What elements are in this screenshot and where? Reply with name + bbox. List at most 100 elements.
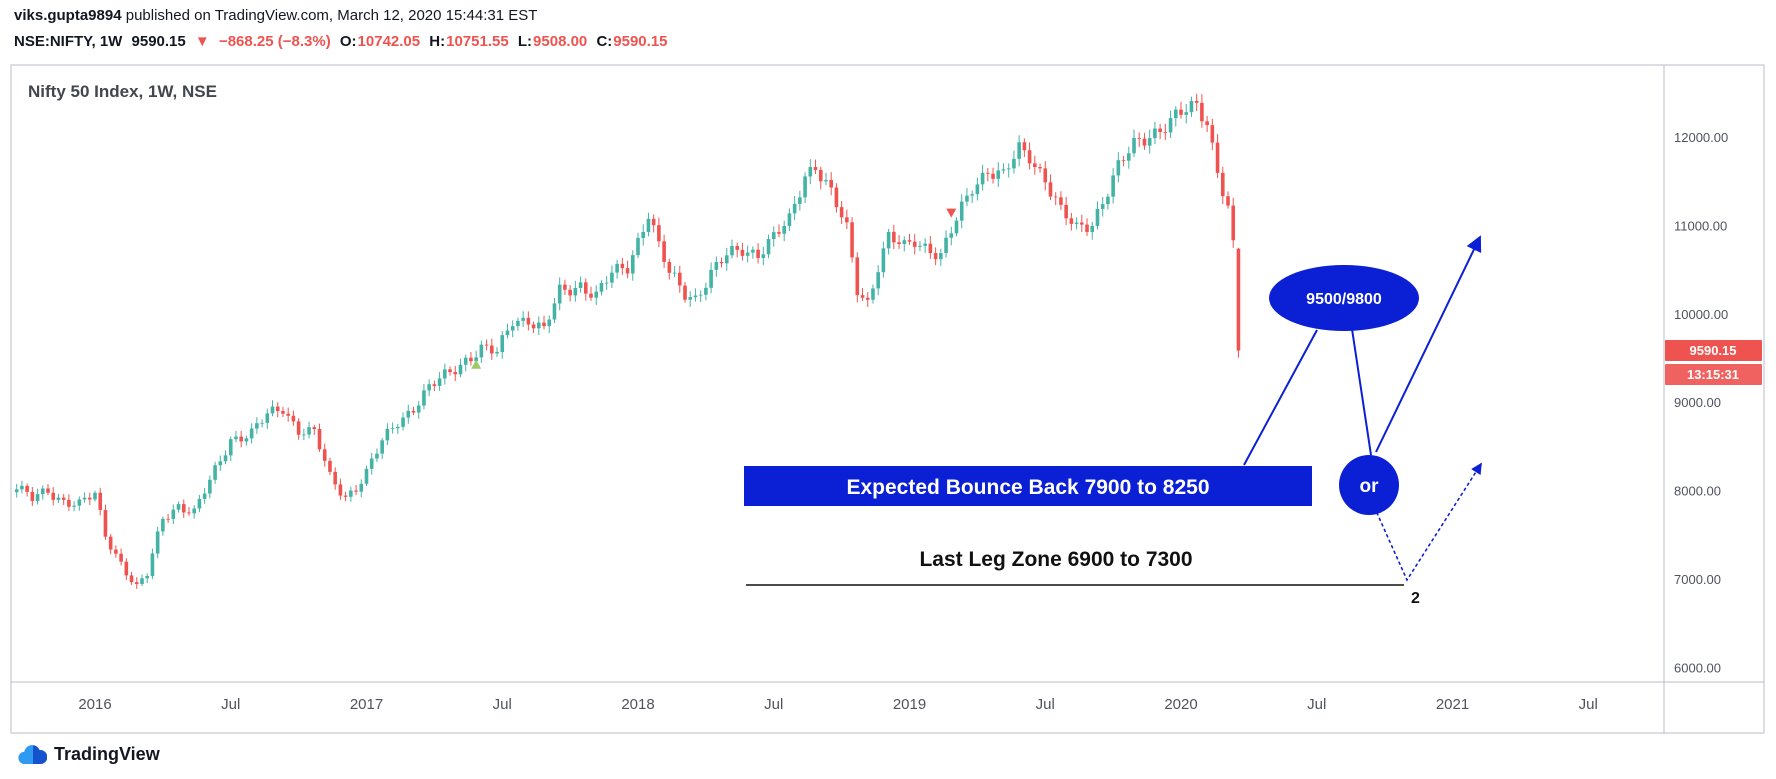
candle-body: [401, 417, 405, 427]
candle-body: [469, 357, 473, 362]
symbol-name[interactable]: NSE:NIFTY, 1W: [14, 33, 123, 50]
candle-body: [751, 249, 755, 253]
candle-body: [1168, 118, 1173, 133]
candle-body: [56, 497, 61, 500]
candle-body: [865, 297, 870, 300]
candle-body: [197, 498, 202, 509]
candle-body: [406, 410, 411, 418]
or-circle[interactable]: [1339, 455, 1399, 515]
candle-body: [698, 294, 703, 296]
candle-body: [996, 170, 1001, 179]
candle-body: [1085, 224, 1089, 232]
candle-body: [218, 461, 223, 466]
candle-body: [907, 240, 912, 242]
candle-body: [724, 255, 729, 264]
target-ellipse[interactable]: [1269, 265, 1419, 331]
alternate-projection-dotted-path[interactable]: [1376, 462, 1482, 582]
candle-body: [944, 237, 948, 254]
candle-body: [980, 172, 985, 185]
candle-body: [260, 422, 264, 424]
time-axis-labels: 2016 Jul 2017 Jul 2018 Jul 2019 Jul 2020 Jul 2021 J…: [78, 696, 1598, 713]
candle-body: [171, 509, 176, 519]
candle-body: [771, 232, 776, 239]
candle-body: [881, 248, 886, 273]
candle-body: [1163, 132, 1168, 133]
signal-markers: [471, 208, 957, 369]
last-price-badge-text: 9590.15: [1690, 343, 1737, 358]
candle-body: [265, 413, 270, 423]
publish-info: published on TradingView.com, March 12, …: [121, 7, 538, 24]
candle-body: [422, 390, 426, 406]
candle-body: [228, 439, 233, 456]
candle-body: [500, 335, 505, 353]
candle-body: [14, 489, 19, 493]
time-tick-label: 2019: [893, 696, 926, 713]
candle-body: [813, 167, 818, 170]
candle-body: [845, 217, 849, 223]
candle-body: [1012, 158, 1016, 169]
candle-body: [1210, 125, 1215, 143]
candle-body: [615, 263, 619, 273]
candle-body: [1179, 109, 1183, 115]
time-tick-label: 2016: [78, 696, 111, 713]
open-value: 10742.05: [357, 33, 421, 50]
projection-line-down-1[interactable]: [1351, 328, 1372, 456]
price-axis[interactable]: [1665, 66, 1764, 681]
price-tick-label: 11000.00: [1674, 218, 1727, 233]
candle-body: [620, 263, 625, 269]
candle-body: [1059, 197, 1063, 205]
bounce-banner[interactable]: [744, 466, 1312, 506]
price-tick-label: 6000.00: [1674, 660, 1721, 675]
candle-body: [1017, 142, 1021, 159]
candle-body: [1116, 160, 1121, 176]
candle-body: [338, 484, 343, 496]
candle-body: [495, 352, 499, 354]
time-tick-label: Jul: [1036, 696, 1055, 713]
candle-body: [1095, 208, 1100, 226]
candle-body: [928, 243, 933, 254]
candle-body: [1064, 204, 1068, 219]
candle-body: [150, 553, 155, 576]
candle-body: [1226, 196, 1230, 206]
candle-body: [521, 317, 525, 321]
candle-body: [114, 549, 118, 554]
candle-body: [20, 485, 24, 490]
candle-body: [1022, 142, 1027, 151]
candle-body: [448, 369, 452, 373]
candle-body: [808, 167, 813, 177]
candle-body: [761, 254, 766, 258]
high-label: H:: [429, 33, 446, 50]
candle-body: [270, 406, 275, 414]
publish-byline: viks.gupta9894 published on TradingView.…: [14, 7, 537, 24]
candle-body: [954, 220, 959, 234]
candle-body: [176, 504, 181, 510]
candle-body: [1106, 196, 1110, 205]
candle-body: [735, 246, 740, 250]
candle-body: [563, 284, 567, 290]
candle-body: [714, 261, 719, 270]
candle-body: [886, 231, 891, 249]
candle-body: [651, 218, 656, 226]
candle-body: [458, 364, 463, 375]
time-axis[interactable]: [12, 683, 1663, 732]
open-label: O:: [339, 33, 357, 50]
candle-body: [30, 491, 35, 501]
candle-body: [824, 180, 828, 182]
candle-body: [354, 490, 358, 492]
candle-body: [965, 195, 969, 202]
author-link[interactable]: viks.gupta9894: [14, 7, 122, 24]
candle-body: [145, 575, 150, 579]
candle-body: [40, 488, 45, 495]
candle-body: [991, 173, 995, 179]
candle-body: [490, 345, 494, 354]
time-tick-label: Jul: [764, 696, 783, 713]
projection-line-up-1[interactable]: [1243, 329, 1318, 466]
tradingview-logo[interactable]: TradingView: [16, 744, 160, 765]
tradingview-cloud-icon: [18, 745, 47, 764]
candle-body: [291, 415, 296, 422]
candle-body: [688, 297, 693, 300]
projection-arrow-up[interactable]: [1375, 235, 1482, 453]
candle-body: [187, 512, 191, 514]
chart-plot-area[interactable]: [12, 66, 1663, 681]
